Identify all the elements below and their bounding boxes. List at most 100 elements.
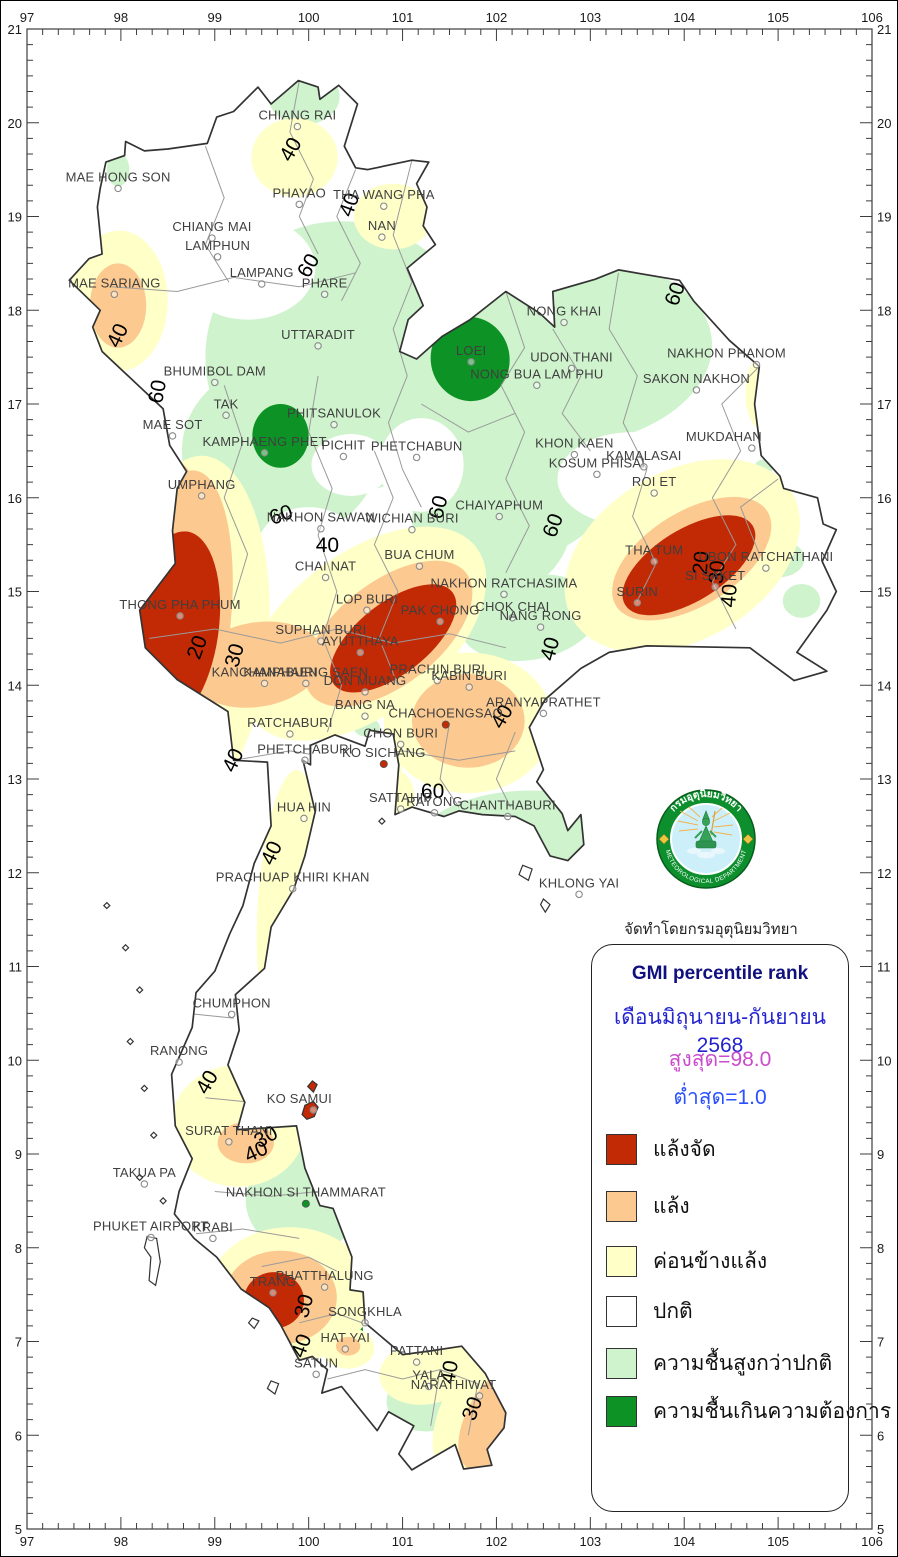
province-border bbox=[467, 1383, 479, 1436]
station: PICHIT bbox=[321, 438, 365, 461]
province-border bbox=[711, 366, 760, 630]
station-marker bbox=[495, 512, 504, 521]
station: NONG BUA LAM PHU bbox=[470, 366, 603, 389]
station: RATCHABURI bbox=[247, 715, 333, 738]
legend-swatch-wet bbox=[606, 1347, 637, 1379]
island bbox=[518, 864, 533, 882]
station: KABIN BURI bbox=[431, 668, 507, 691]
station-label: PRACHUAP KHIRI KHAN bbox=[216, 870, 370, 885]
station: MUKDAHAN bbox=[686, 429, 762, 452]
station-label: CHOK CHAI bbox=[475, 599, 549, 614]
station-label: THONG PHA PHUM bbox=[119, 597, 240, 612]
station: CHACHOENGSAO bbox=[389, 706, 503, 729]
contour-region-dry bbox=[290, 1042, 299, 1060]
island bbox=[378, 817, 386, 826]
station: NAKHON RATCHASIMA bbox=[431, 575, 577, 599]
station: KOSUM PHISAI bbox=[549, 455, 645, 479]
province-border bbox=[552, 328, 591, 452]
axis-tick-label: 102 bbox=[486, 10, 508, 25]
legend-item-label: ค่อนข้างแล้ง bbox=[653, 1249, 768, 1273]
station-label: KABIN BURI bbox=[431, 668, 507, 683]
station-marker bbox=[560, 318, 568, 327]
station-marker bbox=[300, 814, 308, 823]
axis-tick-label: 5 bbox=[877, 1522, 884, 1537]
station-label: TRANG bbox=[250, 1274, 297, 1289]
station-marker bbox=[567, 364, 576, 373]
axis-tick-label: 9 bbox=[15, 1147, 22, 1162]
contour-value-label: 60 bbox=[421, 780, 444, 803]
station: MAE SOT bbox=[143, 417, 202, 440]
station-label: PHITSANULOK bbox=[287, 406, 381, 421]
legend-item-label: ปกติ bbox=[653, 1299, 693, 1323]
contour-value-label: 30 bbox=[705, 560, 730, 585]
province-border bbox=[308, 375, 343, 733]
legend-max-value: สูงสุด=98.0 bbox=[668, 1048, 772, 1071]
station: SUPHAN BURI bbox=[275, 622, 366, 645]
station-label: LAMPANG bbox=[230, 265, 294, 280]
station: PHETCHABURI bbox=[257, 741, 352, 764]
station-label: CHAIYAPHUM bbox=[455, 498, 543, 513]
station-label: MAE HONG SON bbox=[66, 169, 171, 184]
station: KO SAMUI bbox=[267, 1091, 332, 1114]
station: NAN bbox=[368, 218, 396, 241]
station: CHON BURI bbox=[363, 725, 438, 749]
axis-tick-label: 6 bbox=[15, 1428, 22, 1443]
station-label: KAMPHAENG SAEN bbox=[243, 664, 368, 679]
station-label: UTTARADIT bbox=[281, 327, 355, 342]
station: KHLONG YAI bbox=[539, 875, 619, 899]
station: SI SAKET bbox=[685, 568, 745, 591]
station-marker bbox=[475, 1392, 484, 1400]
legend-item: แล้งจัด bbox=[606, 1133, 716, 1165]
station-label: LOP BURI bbox=[336, 591, 398, 606]
station-label: THA TUM bbox=[625, 543, 683, 558]
station: KRABI bbox=[193, 1219, 233, 1243]
province-borders bbox=[111, 80, 779, 1436]
station-marker bbox=[570, 450, 579, 459]
station-label: NARATHIWAT bbox=[411, 1377, 497, 1392]
contour-value-label: 20 bbox=[689, 550, 714, 575]
station-label: BANG NA bbox=[335, 697, 395, 712]
station-label: RATCHABURI bbox=[247, 715, 333, 730]
axis-labels: 9797989899991001001011011021021031031041… bbox=[8, 10, 892, 1549]
axis-tick-label: 18 bbox=[8, 303, 22, 318]
axis-tick-label: 13 bbox=[8, 772, 22, 787]
legend-swatch-severe bbox=[606, 1133, 637, 1165]
station-marker bbox=[436, 617, 444, 626]
axis-tick-label: 106 bbox=[861, 1534, 883, 1549]
station-label: SURAT THANI bbox=[185, 1123, 272, 1138]
legend-item-label: แล้งจัด bbox=[653, 1137, 716, 1161]
station: RAYONG bbox=[406, 794, 463, 817]
station-marker bbox=[467, 358, 475, 366]
contour-region-dry bbox=[217, 1122, 274, 1164]
province-border bbox=[495, 731, 516, 808]
station-marker bbox=[211, 378, 219, 387]
islands bbox=[102, 817, 551, 1395]
station-marker bbox=[339, 452, 348, 461]
station-label: ARANYAPRATHET bbox=[486, 694, 601, 709]
station: SATTAHIP bbox=[369, 790, 432, 813]
station: SONGKHLA bbox=[328, 1304, 402, 1327]
station-label: TAKUA PA bbox=[113, 1165, 176, 1180]
station-marker bbox=[762, 564, 770, 572]
axis-tick-label: 21 bbox=[877, 22, 891, 37]
axis-tick-label: 104 bbox=[673, 1534, 695, 1549]
station: DON MUANG bbox=[324, 673, 406, 696]
axis-tick-label: 5 bbox=[15, 1522, 22, 1537]
station-label: PHETCHABUN bbox=[371, 438, 463, 453]
province-border bbox=[421, 403, 516, 433]
station-marker bbox=[140, 1180, 149, 1188]
station-label: KHON KAEN bbox=[535, 436, 613, 451]
station: PHARE bbox=[302, 275, 347, 299]
axis-tick-label: 104 bbox=[673, 10, 695, 25]
station-marker bbox=[197, 492, 206, 500]
island bbox=[306, 1080, 318, 1094]
station: BANG NA bbox=[335, 697, 395, 720]
station-label: CHUMPHON bbox=[193, 995, 271, 1010]
province-border bbox=[149, 628, 506, 649]
axis-tick-label: 103 bbox=[579, 10, 601, 25]
station: KHON KAEN bbox=[535, 436, 613, 459]
legend-item-label: แล้ง bbox=[653, 1194, 690, 1218]
legend-item: ค่อนข้างแล้ง bbox=[606, 1245, 767, 1277]
